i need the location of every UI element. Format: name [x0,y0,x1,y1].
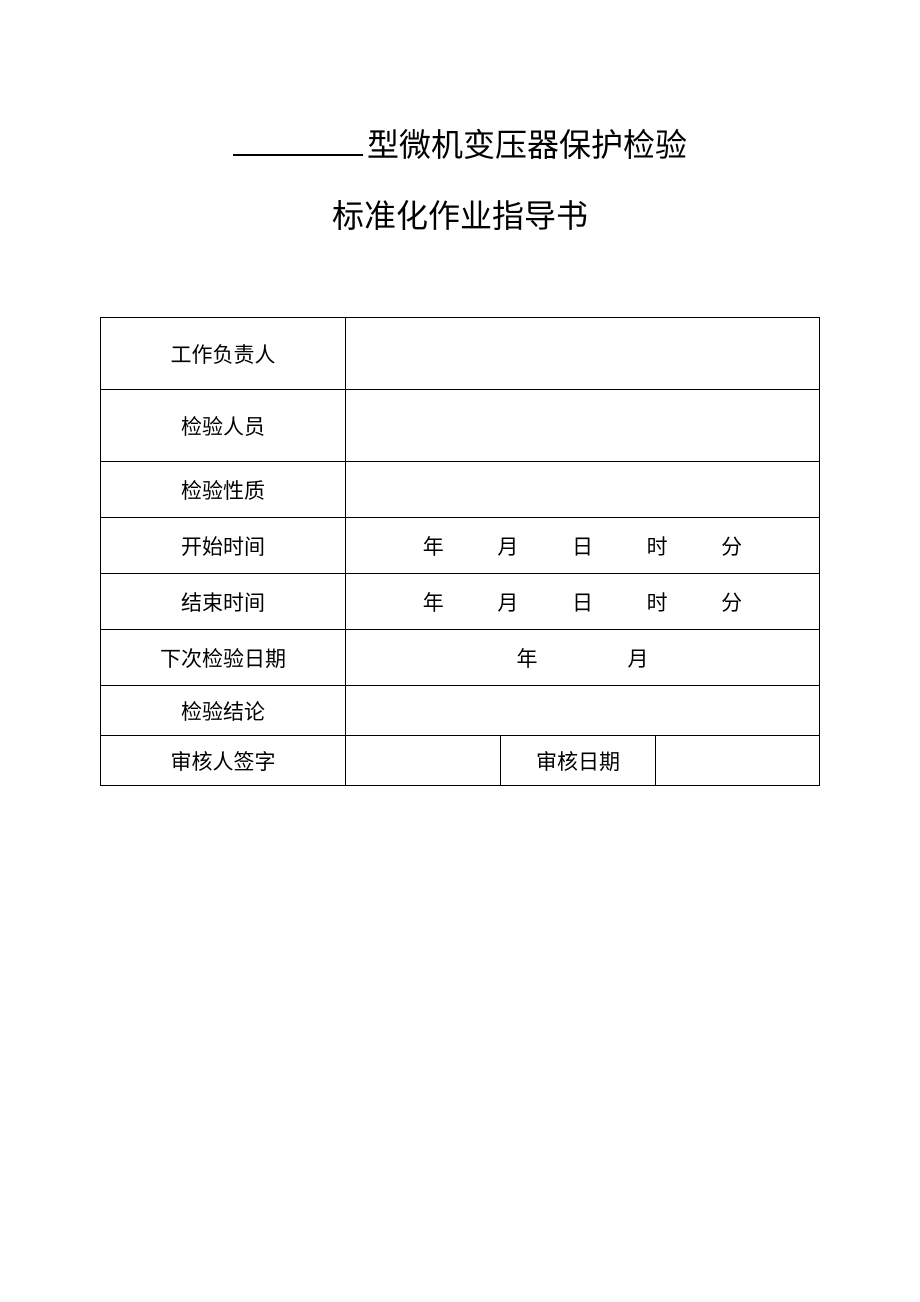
table-row: 下次检验日期年月 [101,630,820,686]
table-row: 审核人签字 审核日期 [101,736,820,786]
unit-day: 日 [572,587,593,617]
form-table: 工作负责人检验人员检验性质开始时间年月日时分结束时间年月日时分下次检验日期年月检… [100,317,820,786]
table-row: 开始时间 年 月 日 时 分 [101,518,820,574]
unit-year: 年 [423,531,444,561]
unit-month: 月 [628,643,649,673]
unit-month: 月 [497,531,518,561]
unit-year: 年 [517,643,538,673]
datetime-units-wrap: 年月日时分 [346,587,819,617]
unit-year: 年 [423,587,444,617]
row-label: 开始时间 [101,518,346,574]
table-row: 检验结论 [101,686,820,736]
unit-hour: 时 [647,587,668,617]
row-value-datetime: 年月日时分 [346,574,820,630]
unit-minute: 分 [721,531,742,561]
row-label: 下次检验日期 [101,630,346,686]
review-date-value [656,736,820,786]
row-label: 检验结论 [101,686,346,736]
row-label: 检验性质 [101,462,346,518]
unit-day: 日 [572,531,593,561]
row-label: 工作负责人 [101,318,346,390]
form-table-body: 工作负责人检验人员检验性质开始时间年月日时分结束时间年月日时分下次检验日期年月检… [101,318,820,786]
row-value-yearmonth: 年月 [346,630,820,686]
row-value-blank [346,390,820,462]
unit-month: 月 [497,587,518,617]
unit-hour: 时 [647,531,668,561]
review-date-label: 审核日期 [501,736,656,786]
row-label: 检验人员 [101,390,346,462]
table-row: 工作负责人 [101,318,820,390]
table-row: 检验性质 [101,462,820,518]
row-value-datetime: 年月日时分 [346,518,820,574]
title-line-2: 标准化作业指导书 [100,191,820,237]
title-container: 型微机变压器保护检验 标准化作业指导书 [100,120,820,237]
datetime-units-wrap: 年月日时分 [346,531,819,561]
document-page: 型微机变压器保护检验 标准化作业指导书 工作负责人检验人员检验性质开始时间年月日… [0,0,920,786]
unit-minute: 分 [721,587,742,617]
yearmonth-units-wrap: 年月 [346,643,819,673]
row-label: 结束时间 [101,574,346,630]
row-value-blank [346,686,820,736]
row-value-blank [346,318,820,390]
reviewer-signature-value [346,736,501,786]
title-blank-underline [233,154,363,156]
row-value-blank [346,462,820,518]
table-row: 结束时间 年 月 日 时 分 [101,574,820,630]
row-label: 审核人签字 [101,736,346,786]
title-line-1: 型微机变压器保护检验 [100,120,820,166]
title-line1-text: 型微机变压器保护检验 [367,127,687,163]
table-row: 检验人员 [101,390,820,462]
